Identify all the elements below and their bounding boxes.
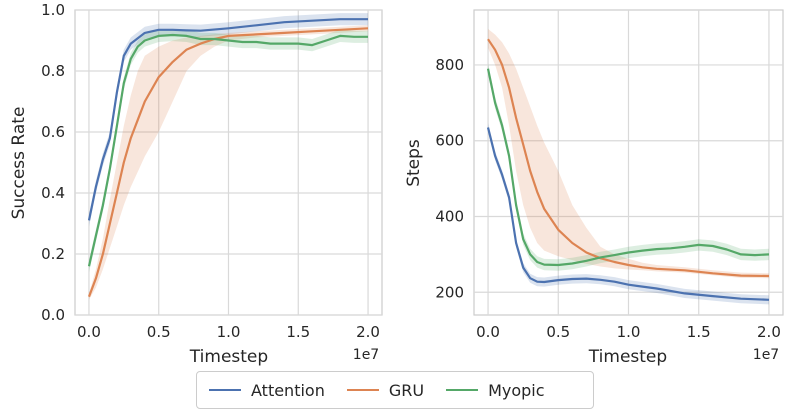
legend-item-attention: Attention: [209, 381, 325, 400]
band-myopic: [488, 63, 769, 271]
legend: Attention GRU Myopic: [196, 371, 594, 409]
y-tick-label: 1.0: [41, 1, 65, 19]
legend-swatch: [346, 389, 379, 391]
y-tick-label: 0.2: [41, 245, 65, 263]
x-tick-label: 2.0: [757, 323, 781, 341]
line-myopic: [87, 33, 368, 267]
x-tick-label: 1.5: [286, 323, 310, 341]
line-attention: [486, 127, 770, 301]
steps-chart: 0.0 0.5 1.0 1.5 2.0 200 400 600 800 Timestep 1e7…: [404, 9, 784, 367]
x-axis-label: Timestep: [189, 347, 268, 367]
x-tick-label: 1.0: [617, 323, 641, 341]
band-gru: [488, 28, 769, 279]
y-tick-label: 0.8: [41, 62, 65, 80]
series-lines: [486, 38, 770, 301]
legend-swatch: [446, 389, 479, 391]
confidence-bands: [488, 28, 769, 305]
y-axis-label: Success Rate: [9, 107, 29, 220]
y-tick-label: 0.6: [41, 123, 65, 141]
line-myopic: [486, 68, 770, 267]
legend-label: GRU: [388, 380, 425, 400]
tick-labels: 0.0 0.5 1.0 1.5 2.0 0.0 0.2 0.4 0.6 0.8 1.0: [41, 1, 380, 341]
legend-item-gru: GRU: [346, 380, 425, 400]
x-tick-label: 2.0: [356, 323, 380, 341]
legend-swatch: [209, 389, 241, 391]
y-tick-label: 200: [435, 283, 464, 301]
x-tick-label: 1.5: [687, 323, 711, 341]
y-axis-label: Steps: [404, 139, 424, 187]
y-tick-label: 0.0: [41, 306, 65, 324]
success-rate-chart: 0.0 0.5 1.0 1.5 2.0 0.0 0.2 0.4 0.6 0.8 1.0 Timest…: [9, 1, 383, 367]
x-offset-label: 1e7: [753, 347, 779, 363]
series-lines: [87, 18, 369, 298]
x-tick-label: 0.5: [147, 323, 171, 341]
legend-label: Attention: [251, 380, 325, 400]
line-attention: [87, 18, 368, 221]
x-tick-label: 0.5: [546, 323, 570, 341]
y-tick-label: 800: [435, 56, 464, 74]
y-tick-label: 600: [435, 132, 464, 150]
band-gru: [89, 25, 368, 300]
tick-labels: 0.0 0.5 1.0 1.5 2.0 200 400 600 800: [435, 56, 781, 341]
y-tick-label: 0.4: [41, 184, 65, 202]
x-offset-label: 1e7: [353, 347, 379, 363]
grid-lines: [474, 10, 783, 315]
legend-item-myopic: Myopic: [446, 380, 545, 400]
x-tick-label: 0.0: [77, 323, 101, 341]
y-tick-label: 400: [435, 207, 464, 225]
line-gru: [487, 38, 770, 278]
x-tick-label: 0.0: [476, 323, 500, 341]
legend-label: Myopic: [488, 380, 545, 400]
x-axis-label: Timestep: [588, 347, 667, 367]
line-gru: [87, 27, 369, 298]
x-tick-label: 1.0: [217, 323, 241, 341]
confidence-bands: [89, 13, 368, 300]
